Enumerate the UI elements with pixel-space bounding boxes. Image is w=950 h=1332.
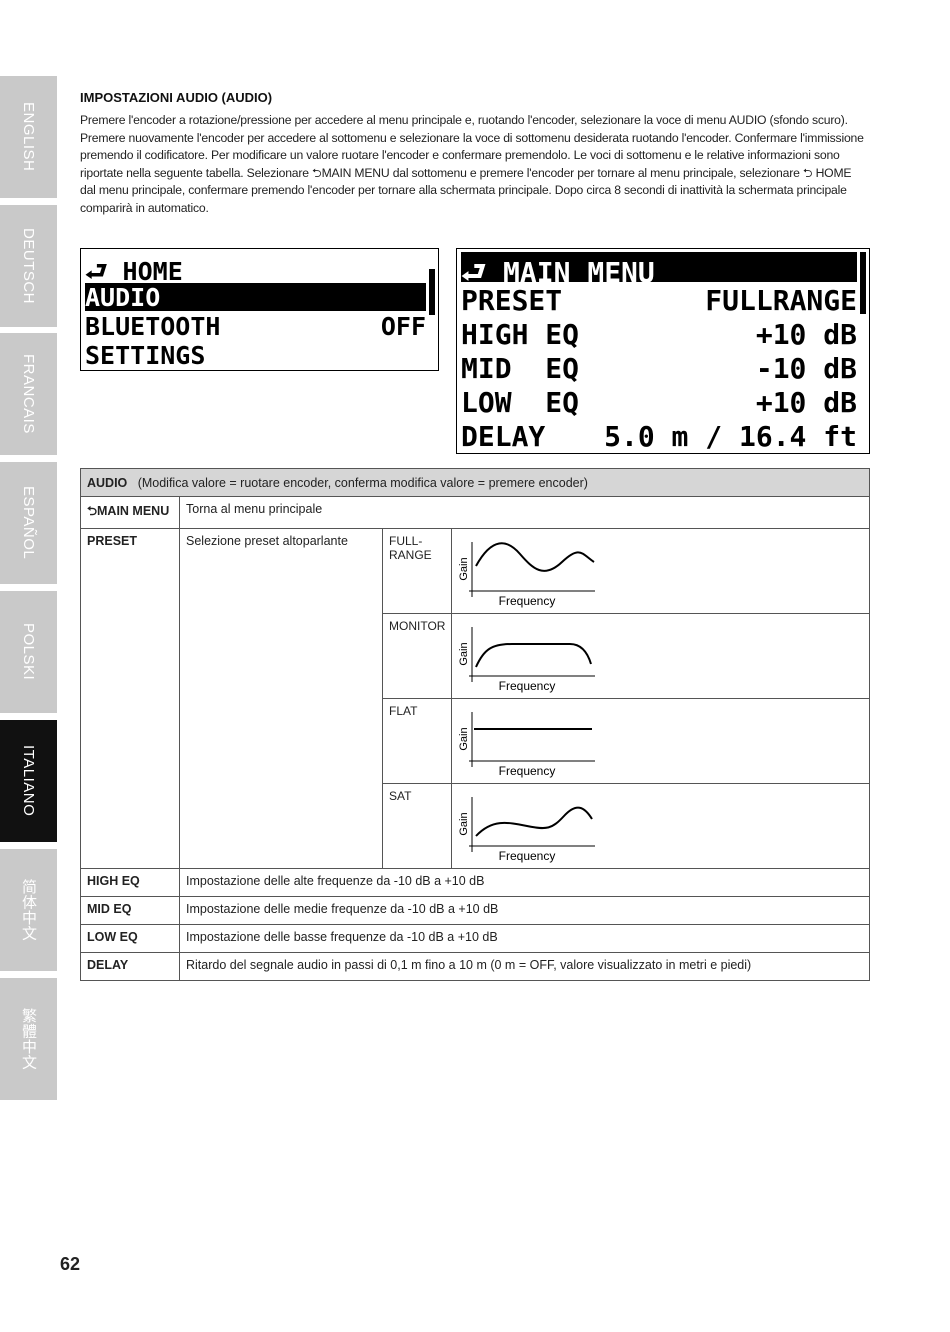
lcd-main-menu: ⮐ HOME AUDIO BLUETOOTH OFF SETTINGS bbox=[80, 248, 439, 371]
tab-francais[interactable]: FRANCAIS bbox=[0, 333, 57, 455]
lcd-scrollbar bbox=[429, 269, 435, 315]
page-number: 62 bbox=[60, 1254, 81, 1274]
row-key: DELAY bbox=[80, 952, 180, 981]
svg-text:Frequency: Frequency bbox=[499, 679, 556, 693]
row-text: Torna al menu principale bbox=[179, 496, 870, 529]
lcd-row: MID EQ -10 dB bbox=[461, 352, 857, 385]
lcd-row: PRESET FULLRANGE bbox=[461, 284, 857, 317]
table-row-preset: PRESET Selezione preset altoparlante FUL… bbox=[80, 528, 870, 869]
tab-deutsch[interactable]: DEUTSCH bbox=[0, 205, 57, 327]
header-text: (Modifica valore = ruotare encoder, conf… bbox=[137, 475, 588, 490]
table-row: LOW EQ Impostazione delle basse frequenze… bbox=[80, 924, 870, 953]
section-title: IMPOSTAZIONI AUDIO (AUDIO) bbox=[80, 90, 273, 105]
preset-graph: Gain Frequency bbox=[451, 613, 870, 699]
preset-option-monitor: MONITOR bbox=[381, 613, 453, 699]
frequency-response-graph: Gain Frequency bbox=[458, 712, 596, 778]
row-key: ⮌MAIN MENU bbox=[80, 496, 180, 529]
row-text: Ritardo del segnale audio in passi di 0,… bbox=[179, 952, 870, 981]
section-text: Premere l'encoder a rotazione/pressione … bbox=[80, 113, 864, 215]
preset-graph: Gain Frequency bbox=[451, 528, 870, 614]
row-text: Selezione preset altoparlante bbox=[179, 528, 383, 869]
preset-option-flat: FLAT bbox=[381, 698, 453, 784]
row-text: Impostazione delle basse frequenze da -1… bbox=[179, 924, 870, 953]
svg-text:Frequency: Frequency bbox=[499, 849, 556, 863]
table-row: DELAY Ritardo del segnale audio in passi … bbox=[80, 952, 870, 981]
row-text: Impostazione delle alte frequenze da -10… bbox=[179, 868, 870, 897]
preset-graph: Gain Frequency bbox=[451, 698, 870, 784]
row-key: MID EQ bbox=[80, 896, 180, 925]
svg-text:Frequency: Frequency bbox=[499, 594, 556, 608]
svg-text:Gain: Gain bbox=[458, 812, 470, 835]
lcd-row: DELAY 5.0 m / 16.4 ft bbox=[461, 420, 857, 453]
lcd-row-selected: AUDIO bbox=[85, 283, 426, 312]
tab-polski[interactable]: POLSKI bbox=[0, 591, 57, 713]
row-key: HIGH EQ bbox=[80, 868, 180, 897]
row-text: Impostazione delle medie frequenze da -1… bbox=[179, 896, 870, 925]
lcd-row-selected: ⮐ MAIN MENU bbox=[461, 252, 857, 289]
frequency-response-graph: Gain Frequency bbox=[458, 542, 596, 608]
header-key: AUDIO bbox=[87, 475, 128, 490]
preset-graph: Gain Frequency bbox=[451, 783, 870, 869]
svg-text:Gain: Gain bbox=[458, 642, 470, 665]
lcd-row: BLUETOOTH OFF bbox=[85, 312, 426, 341]
tab-simplified-chinese[interactable]: 简体中文 bbox=[0, 849, 57, 971]
lcd-audio-menu: ⮐ MAIN MENU PRESET FULLRANGE HIGH EQ +10 d… bbox=[456, 248, 870, 454]
audio-settings-table: AUDIO (Modifica valore = ruotare encoder… bbox=[80, 468, 870, 981]
table-row: ⮌MAIN MENU Torna al menu principale bbox=[80, 496, 870, 529]
tab-italiano[interactable]: ITALIANO bbox=[0, 720, 57, 842]
preset-option-fullrange: FULL- RANGE bbox=[381, 528, 453, 614]
frequency-response-graph: Gain Frequency bbox=[458, 627, 596, 693]
svg-text:Gain: Gain bbox=[458, 557, 470, 580]
preset-option-sat: SAT bbox=[381, 783, 453, 869]
svg-text:Frequency: Frequency bbox=[499, 764, 556, 778]
svg-text:Gain: Gain bbox=[458, 727, 470, 750]
tab-espanol[interactable]: ESPAÑOL bbox=[0, 462, 57, 584]
table-row: MID EQ Impostazione delle medie frequenze… bbox=[80, 896, 870, 925]
tab-traditional-chinese[interactable]: 繁體中文 bbox=[0, 978, 57, 1100]
row-key: PRESET bbox=[80, 528, 180, 869]
lcd-scrollbar bbox=[860, 252, 866, 314]
tab-english[interactable]: ENGLISH bbox=[0, 76, 57, 198]
table-header-row: AUDIO (Modifica valore = ruotare encoder… bbox=[80, 468, 870, 497]
lcd-row: LOW EQ +10 dB bbox=[461, 386, 857, 419]
lcd-row: SETTINGS bbox=[85, 341, 206, 370]
row-key: LOW EQ bbox=[80, 924, 180, 953]
frequency-response-graph: Gain Frequency bbox=[458, 797, 596, 863]
table-row: HIGH EQ Impostazione delle alte frequenze… bbox=[80, 868, 870, 897]
lcd-row: ⮐ HOME bbox=[85, 257, 183, 286]
lcd-row: HIGH EQ +10 dB bbox=[461, 318, 857, 351]
